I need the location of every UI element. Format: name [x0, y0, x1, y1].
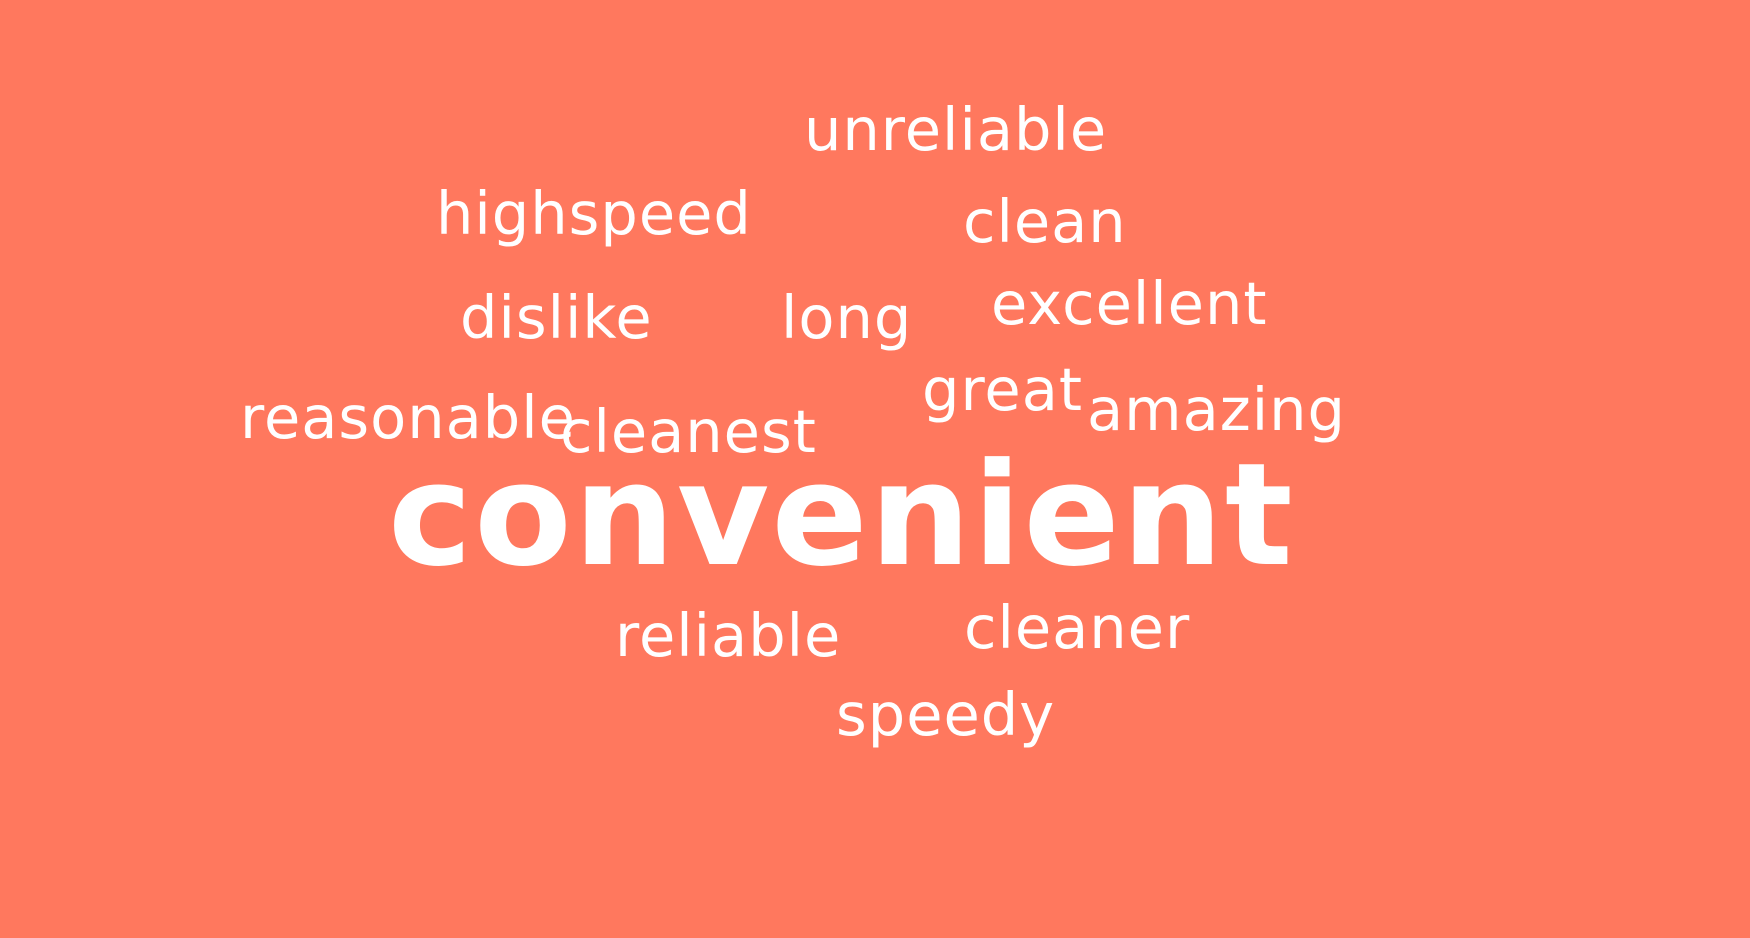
word-cleaner: cleaner: [964, 593, 1191, 662]
word-unreliable: unreliable: [804, 95, 1108, 164]
word-excellent: excellent: [991, 269, 1268, 338]
word-dislike: dislike: [460, 283, 653, 352]
word-cleanest: cleanest: [560, 397, 817, 466]
word-clean: clean: [963, 187, 1127, 256]
word-amazing: amazing: [1087, 375, 1346, 444]
word-great: great: [922, 355, 1083, 424]
word-reasonable: reasonable: [240, 383, 576, 452]
word-highspeed: highspeed: [436, 179, 752, 248]
word-long: long: [781, 283, 913, 352]
word-speedy: speedy: [836, 680, 1056, 749]
word-reliable: reliable: [615, 601, 842, 670]
word-convenient: convenient: [388, 433, 1295, 598]
